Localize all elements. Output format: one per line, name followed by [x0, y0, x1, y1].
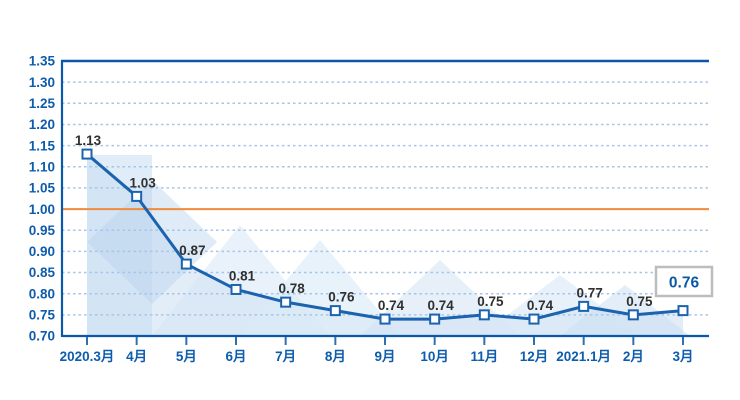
data-point-marker	[131, 190, 143, 202]
x-tick-label: 11月	[470, 349, 498, 364]
data-point-marker	[627, 309, 639, 321]
last-value-badge-text: 0.76	[669, 275, 700, 292]
x-tick-label: 2月	[623, 349, 644, 364]
y-tick-label: 0.85	[29, 265, 56, 280]
x-tick-label: 10月	[420, 349, 449, 364]
y-tick-label: 0.75	[29, 308, 56, 323]
data-point-marker	[329, 305, 341, 317]
data-point-label: 0.74	[428, 298, 455, 313]
data-point-marker	[677, 305, 689, 317]
data-point-marker	[478, 309, 490, 321]
background-polygon	[240, 240, 400, 336]
data-point-marker	[578, 300, 590, 312]
data-point-label: 0.78	[279, 281, 306, 296]
y-tick-label: 1.05	[29, 181, 56, 196]
data-point-marker	[230, 283, 242, 295]
data-point-label: 0.77	[577, 285, 603, 300]
x-tick-label: 6月	[225, 349, 246, 364]
y-tick-label: 1.25	[29, 96, 56, 111]
data-point-label: 0.75	[626, 294, 653, 309]
x-tick-label: 3月	[672, 349, 693, 364]
y-tick-label: 0.80	[29, 286, 55, 301]
data-point-label: 0.75	[477, 294, 504, 309]
x-tick-label: 9月	[374, 349, 395, 364]
data-point-label: 1.13	[75, 133, 102, 148]
y-tick-label: 1.30	[29, 75, 55, 90]
data-point-marker	[379, 313, 391, 325]
data-point-label: 0.87	[179, 243, 205, 258]
data-point-label: 0.76	[328, 290, 355, 305]
y-tick-label: 1.20	[29, 117, 55, 132]
data-point-marker	[81, 148, 93, 160]
data-point-marker	[429, 313, 441, 325]
y-tick-label: 0.70	[29, 329, 55, 344]
y-tick-label: 0.90	[29, 244, 55, 259]
x-tick-label: 4月	[126, 349, 147, 364]
y-tick-label: 1.15	[29, 138, 56, 153]
data-point-marker	[180, 258, 192, 270]
y-tick-label: 1.00	[29, 202, 55, 217]
x-tick-label: 5月	[176, 349, 197, 364]
x-tick-label: 7月	[275, 349, 296, 364]
x-tick-label: 12月	[520, 349, 549, 364]
data-point-label: 0.74	[527, 298, 554, 313]
x-tick-label: 2021.1月	[556, 349, 611, 364]
data-point-label: 0.74	[378, 298, 405, 313]
x-tick-label: 2020.3月	[60, 349, 115, 364]
background-polygon	[560, 285, 690, 336]
y-tick-label: 1.10	[29, 159, 55, 174]
y-tick-label: 0.95	[29, 223, 56, 238]
data-point-label: 1.03	[130, 175, 157, 190]
last-value-badge	[654, 265, 714, 298]
x-tick-label: 8月	[325, 349, 346, 364]
data-point-label: 0.81	[229, 268, 256, 283]
y-tick-label: 1.35	[29, 54, 56, 69]
data-point-marker	[528, 313, 540, 325]
data-point-marker	[280, 296, 292, 308]
